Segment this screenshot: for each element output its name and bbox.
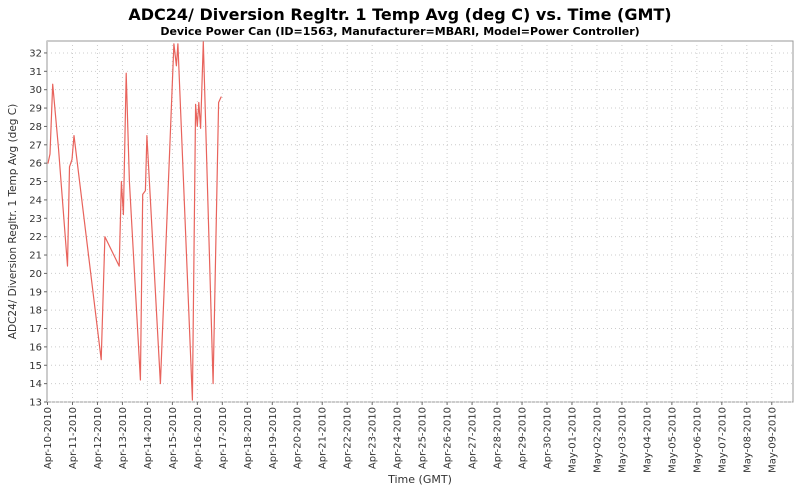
- x-tick-label: Apr-19-2010: [268, 407, 279, 469]
- y-tick-label: 23: [29, 214, 42, 225]
- x-tick-label: Apr-17-2010: [218, 407, 229, 469]
- y-tick-label: 16: [29, 342, 42, 353]
- y-tick-label: 27: [29, 140, 42, 151]
- x-tick-label: Apr-15-2010: [168, 407, 179, 469]
- x-tick-label: Apr-14-2010: [143, 407, 154, 469]
- x-tick-label: Apr-18-2010: [243, 407, 254, 469]
- x-tick-label: Apr-29-2010: [518, 407, 529, 469]
- y-tick-label: 20: [29, 269, 42, 280]
- chart-subtitle: Device Power Can (ID=1563, Manufacturer=…: [160, 25, 640, 38]
- y-tick-label: 29: [29, 104, 42, 115]
- y-tick-label: 28: [29, 122, 42, 133]
- x-tick-label: Apr-10-2010: [43, 407, 54, 469]
- y-tick-label: 22: [29, 232, 42, 243]
- x-tick-label: May-07-2010: [717, 407, 728, 473]
- y-tick-label: 15: [29, 361, 42, 372]
- y-tick-label: 19: [29, 287, 42, 298]
- x-tick-label: May-04-2010: [642, 407, 653, 473]
- x-tick-label: Apr-24-2010: [393, 407, 404, 469]
- x-tick-label: Apr-27-2010: [468, 407, 479, 469]
- x-tick-label: Apr-12-2010: [93, 407, 104, 469]
- x-tick-label: Apr-20-2010: [293, 407, 304, 469]
- y-tick-label: 18: [29, 306, 42, 317]
- x-tick-label: May-03-2010: [617, 407, 628, 473]
- y-tick-label: 31: [29, 67, 42, 78]
- x-tick-label: May-02-2010: [592, 407, 603, 473]
- x-tick-label: May-05-2010: [667, 407, 678, 473]
- x-tick-label: Apr-28-2010: [493, 407, 504, 469]
- y-tick-label: 13: [29, 398, 42, 409]
- x-tick-label: Apr-23-2010: [368, 407, 379, 469]
- y-tick-label: 26: [29, 159, 42, 170]
- y-tick-label: 25: [29, 177, 42, 188]
- y-tick-label: 21: [29, 251, 42, 262]
- x-tick-label: May-01-2010: [567, 407, 578, 473]
- chart-title: ADC24/ Diversion Regltr. 1 Temp Avg (deg…: [128, 5, 672, 24]
- series-line: [47, 41, 222, 401]
- x-axis-label: Time (GMT): [387, 473, 452, 486]
- y-tick-label: 14: [29, 379, 42, 390]
- x-tick-label: Apr-13-2010: [118, 407, 129, 469]
- x-tick-label: Apr-11-2010: [68, 407, 79, 469]
- y-tick-label: 32: [29, 48, 42, 59]
- x-tick-label: Apr-21-2010: [318, 407, 329, 469]
- x-tick-label: Apr-26-2010: [443, 407, 454, 469]
- y-axis-label: ADC24/ Diversion Regltr. 1 Temp Avg (deg…: [7, 104, 19, 339]
- x-tick-label: Apr-16-2010: [193, 407, 204, 469]
- x-tick-label: Apr-30-2010: [542, 407, 553, 469]
- y-tick-label: 30: [29, 85, 42, 96]
- x-tick-label: May-08-2010: [742, 407, 753, 473]
- y-tick-label: 17: [29, 324, 42, 335]
- x-tick-label: Apr-25-2010: [418, 407, 429, 469]
- x-tick-label: May-09-2010: [767, 407, 778, 473]
- x-tick-label: Apr-22-2010: [343, 407, 354, 469]
- x-tick-label: May-06-2010: [692, 407, 703, 473]
- y-tick-label: 24: [29, 195, 42, 206]
